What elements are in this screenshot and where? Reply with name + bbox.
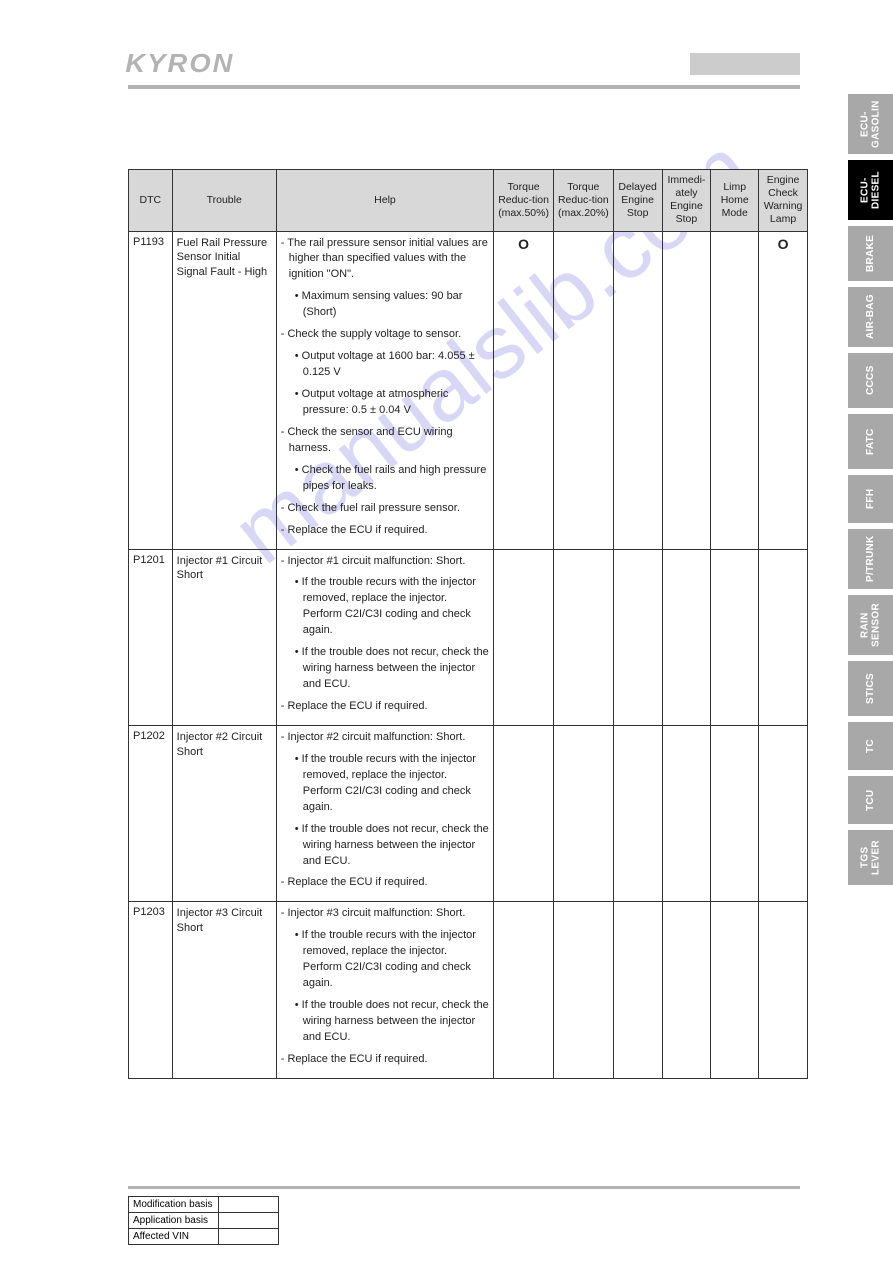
flag-cell [662,902,711,1078]
help-text: - Injector #1 circuit malfunction: Short… [276,549,493,725]
col-flag5: Limp Home Mode [711,170,759,232]
dtc-code: P1193 [129,231,173,549]
trouble-text: Injector #1 Circuit Short [172,549,276,725]
trouble-text: Fuel Rail Pressure Sensor Initial Signal… [172,231,276,549]
section-tab[interactable]: FFH [848,475,893,523]
section-tab[interactable]: STICS [848,661,893,716]
header-grey-box [690,53,800,75]
col-flag3: Delayed Engine Stop [613,170,662,232]
section-tab[interactable]: CCCS [848,353,893,408]
flag-cell [662,231,711,549]
section-tab[interactable]: ECU- DIESEL [848,160,893,220]
brand-logo: KYRON [125,48,234,79]
flag-cell [759,902,808,1078]
section-tabs: ECU- GASOLIN ECU- DIESEL BRAKE AIR-BAG CCCS F… [848,94,893,885]
table-row: P1193Fuel Rail Pressure Sensor Initial S… [129,231,808,549]
footer-rule [128,1186,800,1189]
section-tab[interactable]: TCU [848,776,893,824]
help-text: - Injector #3 circuit malfunction: Short… [276,902,493,1078]
dtc-code: P1203 [129,902,173,1078]
section-tab[interactable]: BRAKE [848,226,893,281]
col-trouble: Trouble [172,170,276,232]
help-text: - The rail pressure sensor initial value… [276,231,493,549]
flag-cell [613,725,662,901]
table-row: P1203Injector #3 Circuit Short- Injector… [129,902,808,1078]
col-flag4: Immedi-ately Engine Stop [662,170,711,232]
page-content: KYRON DTC Trouble Help Torque Reduc-tion… [0,0,830,1263]
flag-cell [494,725,554,901]
flag-cell: O [494,231,554,549]
col-help: Help [276,170,493,232]
trouble-text: Injector #3 Circuit Short [172,902,276,1078]
section-tab[interactable]: RAIN SENSOR [848,595,893,655]
flag-cell [711,902,759,1078]
section-tab[interactable]: ECU- GASOLIN [848,94,893,154]
help-text: - Injector #2 circuit malfunction: Short… [276,725,493,901]
flag-cell [494,902,554,1078]
flag-cell [553,231,613,549]
section-tab[interactable]: FATC [848,414,893,469]
mod-row-label: Affected VIN [129,1229,219,1245]
dtc-code: P1201 [129,549,173,725]
col-flag2: Torque Reduc-tion (max.20%) [553,170,613,232]
table-row: P1201Injector #1 Circuit Short- Injector… [129,549,808,725]
mod-row-label: Application basis [129,1213,219,1229]
col-flag6: Engine Check Warning Lamp [759,170,808,232]
flag-cell [711,725,759,901]
flag-cell [553,902,613,1078]
col-dtc: DTC [129,170,173,232]
flag-cell: O [759,231,808,549]
dtc-code: P1202 [129,725,173,901]
mod-row-label: Modification basis [129,1197,219,1213]
section-tab[interactable]: TC [848,722,893,770]
flag-cell [613,902,662,1078]
table-row: P1202Injector #2 Circuit Short- Injector… [129,725,808,901]
flag-cell [711,549,759,725]
col-flag1: Torque Reduc-tion (max.50%) [494,170,554,232]
dtc-table-header-row: DTC Trouble Help Torque Reduc-tion (max.… [129,170,808,232]
section-tab[interactable]: P/TRUNK [848,529,893,589]
trouble-text: Injector #2 Circuit Short [172,725,276,901]
flag-cell [553,549,613,725]
flag-cell [494,549,554,725]
dtc-table: DTC Trouble Help Torque Reduc-tion (max.… [128,169,808,1079]
flag-cell [759,549,808,725]
modification-table: Modification basis Application basis Aff… [128,1196,279,1245]
mod-row-value [219,1213,279,1229]
section-tab[interactable]: AIR-BAG [848,287,893,347]
mod-row-value [219,1197,279,1213]
flag-cell [662,549,711,725]
flag-cell [553,725,613,901]
flag-cell [613,231,662,549]
section-tab[interactable]: TGS LEVER [848,830,893,885]
flag-cell [613,549,662,725]
page-header: KYRON [0,48,830,79]
mod-row-value [219,1229,279,1245]
flag-cell [662,725,711,901]
flag-cell [759,725,808,901]
flag-cell [711,231,759,549]
